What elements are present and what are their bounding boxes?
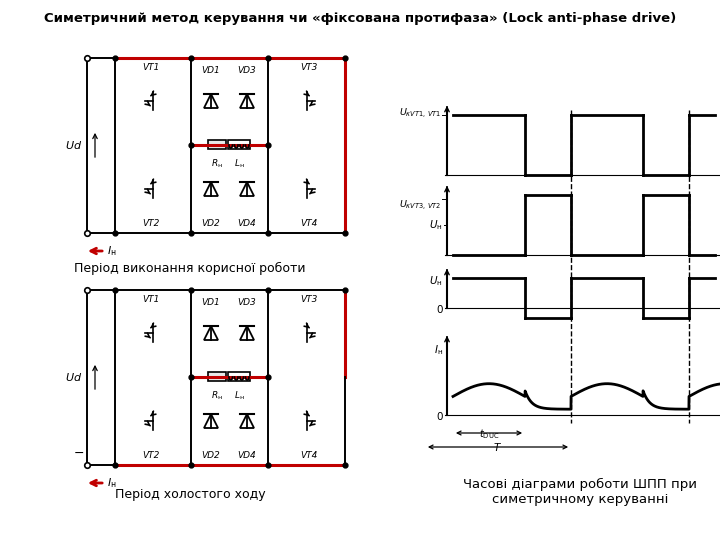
Polygon shape (204, 326, 218, 340)
Text: VD2: VD2 (202, 219, 220, 228)
Text: $Ud$: $Ud$ (65, 371, 82, 383)
Text: Період холостого ходу: Період холостого ходу (114, 488, 265, 501)
Polygon shape (240, 326, 254, 340)
Polygon shape (240, 182, 254, 196)
Text: Період виконання корисної роботи: Період виконання корисної роботи (74, 262, 306, 275)
Polygon shape (204, 94, 218, 108)
Text: $R_{\rm н}$: $R_{\rm н}$ (211, 389, 223, 402)
Text: −: − (73, 447, 84, 460)
Bar (208, 372, 226, 381)
Text: $U_{\kappa VT1,\,VT1}$: $U_{\kappa VT1,\,VT1}$ (399, 106, 441, 120)
Text: $L_{\rm н}$: $L_{\rm н}$ (234, 389, 244, 402)
Text: VT1: VT1 (143, 295, 160, 304)
Text: $U_{\rm н}$: $U_{\rm н}$ (429, 274, 443, 288)
Text: $I_{\rm н}$: $I_{\rm н}$ (434, 343, 443, 357)
Polygon shape (240, 94, 254, 108)
Text: VT4: VT4 (300, 451, 318, 460)
Text: VD1: VD1 (202, 298, 220, 307)
Text: $R_{\rm н}$: $R_{\rm н}$ (211, 157, 223, 170)
Text: VD3: VD3 (238, 66, 256, 75)
Text: VD4: VD4 (238, 451, 256, 460)
Text: VT4: VT4 (300, 219, 318, 228)
Text: $Ud$: $Ud$ (65, 139, 82, 151)
Polygon shape (204, 182, 218, 196)
Text: VD2: VD2 (202, 451, 220, 460)
Text: $t_{\rm DUC}$: $t_{\rm DUC}$ (479, 427, 499, 441)
Text: $I_{\rm н}$: $I_{\rm н}$ (107, 244, 117, 258)
Text: $L_{\rm н}$: $L_{\rm н}$ (234, 157, 244, 170)
Text: VT2: VT2 (143, 451, 160, 460)
Text: VD4: VD4 (238, 219, 256, 228)
Text: VT3: VT3 (300, 295, 318, 304)
Text: VT1: VT1 (143, 63, 160, 72)
Text: Симетричний метод керування чи «фіксована протифаза» (Lock anti-phase drive): Симетричний метод керування чи «фіксован… (44, 12, 676, 25)
Polygon shape (204, 414, 218, 428)
Text: 0: 0 (436, 305, 443, 315)
Text: VT3: VT3 (300, 63, 318, 72)
Text: $I_{\rm н}$: $I_{\rm н}$ (107, 476, 117, 490)
Text: Часові діаграми роботи ШПП при
симетричному керуванні: Часові діаграми роботи ШПП при симетричн… (463, 478, 697, 506)
Text: VT2: VT2 (143, 219, 160, 228)
Text: $U_{\kappa VT3,\,VT2}$: $U_{\kappa VT3,\,VT2}$ (399, 198, 441, 212)
Text: VD3: VD3 (238, 298, 256, 307)
Text: VD1: VD1 (202, 66, 220, 75)
Polygon shape (240, 414, 254, 428)
Text: $T$: $T$ (493, 441, 503, 453)
Text: 0: 0 (436, 412, 443, 422)
Text: $U_{\rm н}$: $U_{\rm н}$ (429, 218, 443, 232)
Bar (228, 372, 250, 381)
Bar (228, 140, 250, 149)
Bar (208, 140, 226, 149)
